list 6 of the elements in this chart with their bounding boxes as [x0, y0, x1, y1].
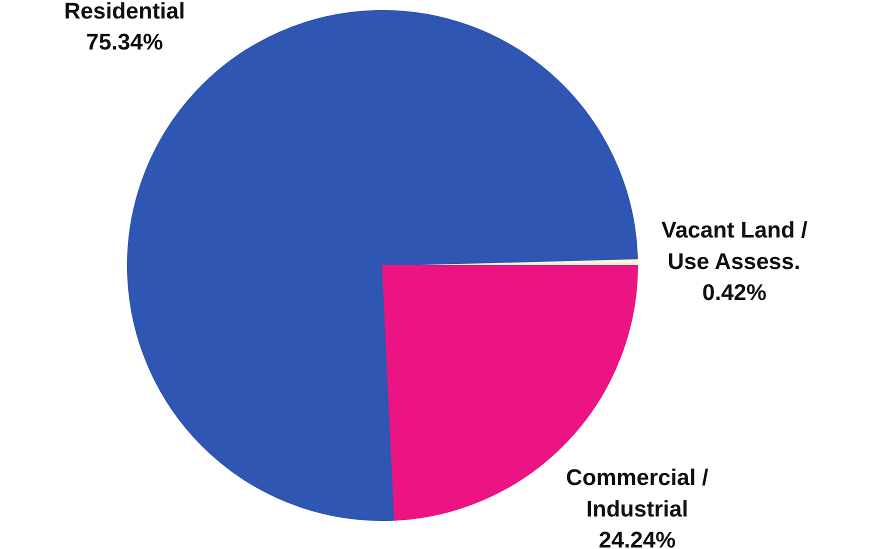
- slice-label: Commercial / Industrial: [566, 464, 710, 522]
- data-label: 24.24%: [598, 526, 676, 549]
- slice-label: Vacant Land / Use Assess.: [661, 216, 808, 274]
- data-label: 0.42%: [702, 279, 766, 306]
- data-label: 75.34%: [86, 28, 164, 55]
- slice-label: Residential: [64, 0, 186, 24]
